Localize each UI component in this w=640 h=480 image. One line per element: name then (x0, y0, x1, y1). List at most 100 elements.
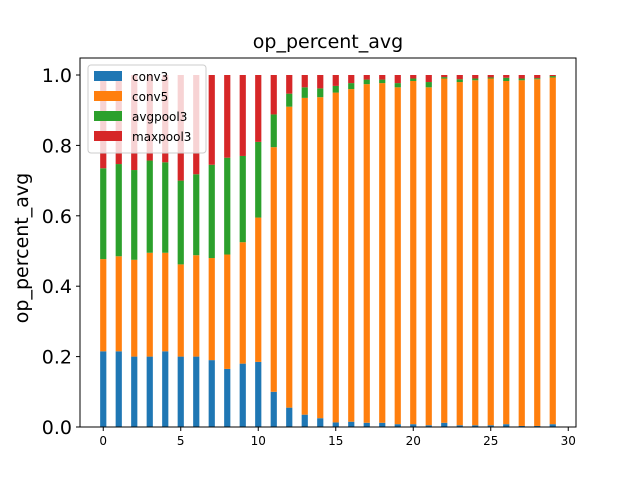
y-tick-label: 0.8 (42, 135, 72, 157)
legend-label-conv3: conv3 (132, 70, 168, 84)
bar-avgpool3-21 (425, 82, 432, 88)
bar-conv3-18 (379, 422, 386, 427)
bar-avgpool3-26 (503, 77, 510, 81)
bar-avgpool3-17 (363, 79, 370, 85)
bar-avgpool3-16 (348, 83, 355, 90)
bar-conv5-6 (193, 255, 200, 357)
bar-avgpool3-18 (379, 79, 386, 84)
bar-avgpool3-24 (472, 78, 479, 81)
legend-swatch-avgpool3 (94, 111, 122, 121)
bar-maxpool3-9 (239, 75, 246, 156)
bar-maxpool3-28 (534, 75, 541, 79)
bar-conv3-1 (115, 351, 122, 427)
bar-avgpool3-19 (394, 83, 401, 88)
bar-conv5-26 (503, 80, 510, 425)
bar-avgpool3-9 (239, 155, 246, 243)
bar-conv3-6 (193, 356, 200, 427)
bar-conv5-25 (487, 78, 494, 426)
bar-conv5-1 (115, 256, 122, 352)
bar-conv5-20 (410, 80, 417, 425)
bar-avgpool3-15 (332, 85, 339, 93)
axes-frame (79, 57, 577, 428)
bar-conv5-18 (379, 83, 386, 423)
y-axis-label: op_percent_avg (11, 173, 33, 323)
x-tick-label: 30 (561, 434, 576, 448)
bar-avgpool3-2 (131, 170, 138, 260)
bar-conv5-17 (363, 84, 370, 423)
bar-conv3-2 (131, 356, 138, 427)
bar-avgpool3-0 (100, 168, 107, 260)
bar-conv5-14 (317, 97, 324, 419)
legend-label-conv5: conv5 (132, 90, 168, 104)
bar-conv5-4 (162, 252, 169, 352)
bar-maxpool3-27 (518, 75, 525, 79)
bar-maxpool3-21 (425, 75, 432, 83)
bar-avgpool3-29 (549, 76, 556, 78)
bar-conv5-11 (270, 147, 277, 392)
legend-swatch-maxpool3 (94, 131, 122, 141)
bar-avgpool3-13 (301, 87, 308, 98)
x-tick-label: 20 (406, 434, 421, 448)
bar-maxpool3-7 (208, 75, 215, 165)
bar-avgpool3-1 (115, 164, 122, 257)
bar-avgpool3-23 (456, 79, 463, 83)
bar-maxpool3-20 (410, 75, 417, 79)
bar-conv3-0 (100, 351, 107, 427)
y-tick-label: 1.0 (42, 65, 72, 87)
bar-maxpool3-25 (487, 75, 494, 78)
bar-maxpool3-13 (301, 75, 308, 88)
bar-conv3-22 (441, 422, 448, 427)
bar-maxpool3-15 (332, 75, 339, 86)
x-tick-label: 10 (251, 434, 266, 448)
bar-conv5-24 (472, 80, 479, 426)
bar-conv3-24 (472, 425, 479, 427)
bar-conv5-27 (518, 80, 525, 426)
y-tick-label: 0.2 (42, 347, 72, 369)
y-tick-label: 0.6 (42, 206, 72, 228)
bar-conv3-25 (487, 425, 494, 427)
bar-conv3-29 (549, 424, 556, 427)
bar-maxpool3-19 (394, 75, 401, 84)
bar-conv5-0 (100, 259, 107, 352)
bar-conv3-26 (503, 424, 510, 427)
bar-conv3-13 (301, 414, 308, 427)
x-tick-label: 0 (99, 434, 107, 448)
legend-swatch-conv5 (94, 91, 122, 101)
plot-area: 0 5 10 15 20 25 30 0.0 0.2 0.4 0.6 0.8 1.0 (42, 57, 577, 448)
bar-conv5-2 (131, 259, 138, 357)
x-tick-label: 5 (177, 434, 185, 448)
bar-conv5-15 (332, 92, 339, 423)
bar-conv5-7 (208, 258, 215, 361)
bar-conv3-23 (456, 425, 463, 427)
bar-avgpool3-12 (286, 93, 293, 107)
bar-conv3-14 (317, 418, 324, 427)
bar-maxpool3-12 (286, 75, 293, 94)
bar-conv3-5 (177, 356, 184, 427)
legend-label-maxpool3: maxpool3 (132, 130, 191, 144)
bar-conv3-7 (208, 360, 215, 427)
bar-conv5-12 (286, 106, 293, 408)
bar-conv5-8 (224, 254, 231, 369)
bar-conv3-12 (286, 407, 293, 427)
bar-avgpool3-20 (410, 78, 417, 81)
bar-conv5-22 (441, 78, 448, 423)
bar-maxpool3-24 (472, 75, 479, 79)
bar-conv5-13 (301, 97, 308, 415)
bar-conv5-23 (456, 82, 463, 426)
bar-conv5-5 (177, 264, 184, 357)
bar-conv3-9 (239, 363, 246, 427)
bar-conv5-29 (549, 77, 556, 425)
bar-conv3-11 (270, 391, 277, 427)
bar-conv3-20 (410, 424, 417, 427)
bar-maxpool3-8 (224, 75, 231, 158)
bar-maxpool3-26 (503, 75, 510, 78)
bar-conv3-4 (162, 351, 169, 427)
bar-avgpool3-22 (441, 77, 448, 79)
bar-maxpool3-18 (379, 75, 386, 80)
bar-conv5-19 (394, 87, 401, 425)
bar-conv3-17 (363, 422, 370, 427)
bar-avgpool3-4 (162, 162, 169, 253)
bar-conv5-16 (348, 89, 355, 422)
bar-avgpool3-27 (518, 78, 525, 81)
